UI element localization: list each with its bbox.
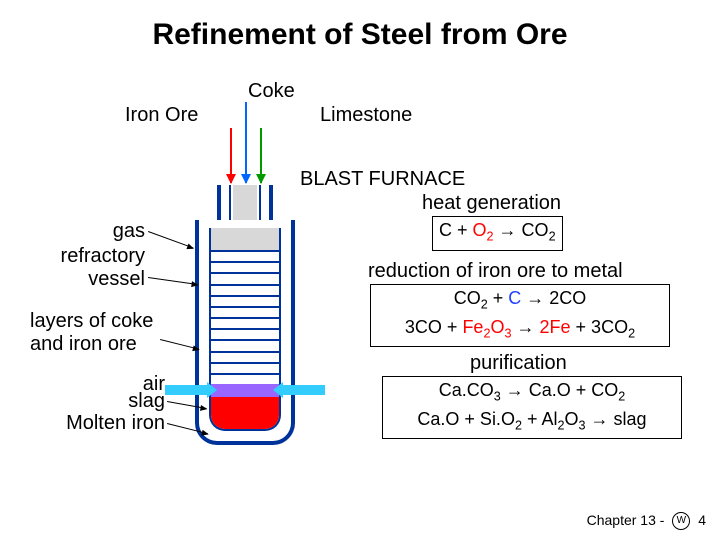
reduction-title: reduction of iron ore to metal	[368, 260, 623, 283]
blast-furnace-diagram	[195, 185, 295, 445]
molten-label: Molten iron	[35, 412, 165, 435]
air-inlet-right	[281, 385, 325, 395]
layers-pointer	[160, 339, 199, 350]
coke-label: Coke	[248, 80, 295, 103]
molten-iron-region	[211, 397, 279, 429]
slag-region	[211, 384, 279, 397]
ironore-label: Iron Ore	[125, 104, 198, 127]
limestone-arrow	[260, 128, 262, 183]
limestone-label: Limestone	[320, 104, 412, 127]
vessel-pointer	[148, 277, 198, 285]
refractory-label: refractory	[35, 245, 145, 268]
purification-title: purification	[470, 352, 567, 375]
blast-furnace-label: BLAST FURNACE	[300, 168, 465, 191]
gas-label: gas	[70, 220, 145, 243]
ironore-arrow	[230, 128, 232, 183]
publisher-logo-icon: W	[672, 512, 690, 530]
reduction-eq: CO2 + C → 2CO 3CO + Fe2O3 → 2Fe + 3CO2	[370, 284, 670, 347]
layers-label-2: and iron ore	[30, 333, 137, 356]
coke-arrow	[245, 102, 247, 183]
vessel-label: vessel	[35, 268, 145, 291]
purification-eq: Ca.CO3 → Ca.O + CO2 Ca.O + Si.O2 + Al2O3…	[382, 376, 682, 439]
furnace-wall	[195, 220, 295, 445]
chapter-label: Chapter 13 -	[587, 512, 665, 528]
heat-gen-title: heat generation	[422, 192, 561, 215]
page-number: 4	[698, 512, 706, 528]
heat-gen-eq: C + O2 → CO2	[432, 216, 563, 251]
page-title: Refinement of Steel from Ore	[0, 18, 720, 52]
page-footer: Chapter 13 - W 4	[587, 512, 706, 530]
air-inlet-left	[165, 385, 209, 395]
slag-label: slag	[115, 390, 165, 413]
gas-region	[211, 228, 279, 250]
gas-pointer	[148, 231, 193, 248]
layers-label-1: layers of coke	[30, 310, 153, 333]
coke-ironore-layers	[211, 250, 279, 384]
furnace-inner	[209, 228, 281, 431]
